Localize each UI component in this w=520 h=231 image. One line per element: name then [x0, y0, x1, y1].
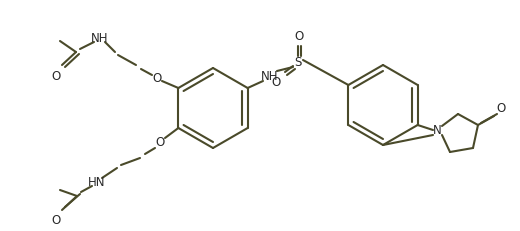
Text: O: O [152, 72, 162, 85]
Text: S: S [294, 55, 302, 69]
Text: O: O [51, 213, 61, 227]
Text: N: N [433, 124, 441, 137]
Text: NH: NH [91, 31, 109, 45]
Text: O: O [497, 103, 505, 116]
Text: O: O [294, 30, 304, 43]
Text: O: O [271, 76, 281, 88]
Text: O: O [51, 70, 61, 82]
Text: NH: NH [261, 70, 279, 82]
Text: O: O [155, 137, 165, 149]
Text: HN: HN [88, 176, 106, 188]
